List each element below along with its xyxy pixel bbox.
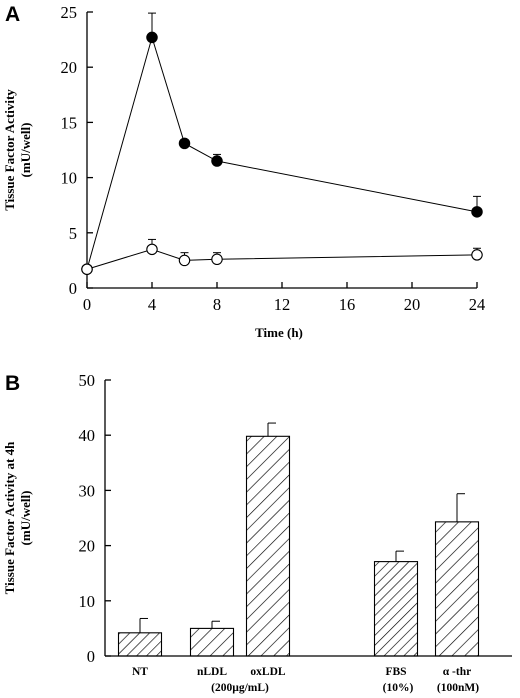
panel-b-category-label: FBS bbox=[385, 666, 406, 678]
panel-a-x-axis-label: Time (h) bbox=[255, 325, 303, 340]
panel-b-bar bbox=[373, 561, 419, 657]
panel-a-point-filled bbox=[178, 137, 191, 150]
panel-b-bar bbox=[189, 627, 235, 657]
panel-b-category-label: α -thr bbox=[443, 666, 471, 678]
panel-a-point-filled bbox=[471, 206, 483, 218]
panel-a-series bbox=[81, 12, 483, 275]
panel-a-x-tick-label: 12 bbox=[274, 295, 291, 314]
panel-b-category-label: nLDL bbox=[197, 666, 227, 678]
panel-b-category-sublabel: (200µg/mL) bbox=[211, 682, 269, 694]
panel-b-y-label-line: (mU/well) bbox=[18, 491, 33, 546]
panel-a-y-axis-label: Tissue Factor Activity (mU/well) bbox=[2, 89, 33, 211]
panel-b-category-label: oxLDL bbox=[250, 666, 285, 678]
panel-a-y-tick-label: 0 bbox=[69, 279, 77, 298]
panel-a-y-tick-label: 5 bbox=[69, 224, 77, 243]
panel-a-point-filled bbox=[146, 31, 158, 44]
panel-b-bar bbox=[434, 521, 480, 657]
panel-b-bar bbox=[245, 435, 291, 657]
panel-b-category-labels: NT nLDL oxLDL FBS α -thr (200µg/mL) (10%) (100n… bbox=[132, 666, 479, 694]
panel-a-x-tick-label: 16 bbox=[339, 295, 356, 314]
panel-a-y-label-line: (mU/well) bbox=[18, 123, 33, 178]
panel-b-y-tick-label: 50 bbox=[79, 371, 96, 390]
panel-a-series-line bbox=[86, 248, 478, 270]
panel-b-y-tick-label: 10 bbox=[79, 592, 96, 611]
panel-a-y-tick-label: 25 bbox=[61, 3, 78, 22]
panel-a-point-filled bbox=[211, 155, 223, 167]
panel-a-x-tick-label: 4 bbox=[148, 295, 156, 314]
panel-a-line-chart: A Tissue Factor Activity (mU/well) 0 4 8 12 1… bbox=[2, 3, 485, 340]
panel-a-x-tick-label: 8 bbox=[213, 295, 221, 314]
panel-a-y-tick-label: 10 bbox=[61, 169, 78, 188]
panel-b-y-tick-label: 30 bbox=[79, 481, 96, 500]
panel-a-x-tick-label: 20 bbox=[404, 295, 421, 314]
panel-b-category-sublabel: (100nM) bbox=[437, 682, 479, 694]
panel-b-letter: B bbox=[5, 372, 20, 395]
panel-b-y-axis-label: Tissue Factor Activity at 4h (mU/well) bbox=[2, 441, 33, 594]
panel-b-y-tick-label: 0 bbox=[87, 647, 95, 666]
panel-a-y-ticks: 0 5 10 15 20 25 bbox=[61, 3, 93, 298]
panel-b-y-ticks: 0 10 20 30 40 50 bbox=[79, 371, 111, 666]
panel-b-y-label-line: Tissue Factor Activity at 4h bbox=[2, 441, 17, 594]
panel-b-bar bbox=[117, 632, 163, 657]
panel-a-point-open bbox=[471, 249, 483, 261]
panel-a-series-line bbox=[86, 35, 478, 270]
panel-a-letter: A bbox=[5, 3, 20, 26]
panel-b-y-tick-label: 40 bbox=[79, 426, 96, 445]
panel-a-point-open bbox=[146, 243, 158, 256]
panel-b-category-label: NT bbox=[132, 666, 148, 678]
panel-a-point-open bbox=[211, 253, 223, 266]
panel-a-x-ticks: 0 4 8 12 16 20 24 bbox=[83, 282, 485, 314]
panel-a-y-tick-label: 15 bbox=[61, 113, 78, 132]
panel-a-y-tick-label: 20 bbox=[61, 58, 78, 77]
panel-b-bars bbox=[117, 422, 480, 657]
panel-a-point-open bbox=[178, 254, 191, 267]
panel-a-y-label-line: Tissue Factor Activity bbox=[2, 89, 17, 211]
panel-a-point-open bbox=[81, 263, 93, 275]
panel-a-x-tick-label: 0 bbox=[83, 295, 91, 314]
panel-b-bar-chart: B Tissue Factor Activity at 4h (mU/well) … bbox=[2, 371, 512, 694]
panel-a-axes bbox=[86, 12, 477, 289]
panel-b-category-sublabel: (10%) bbox=[383, 682, 414, 694]
panel-b-y-tick-label: 20 bbox=[79, 537, 96, 556]
panel-a-x-tick-label: 24 bbox=[469, 295, 486, 314]
